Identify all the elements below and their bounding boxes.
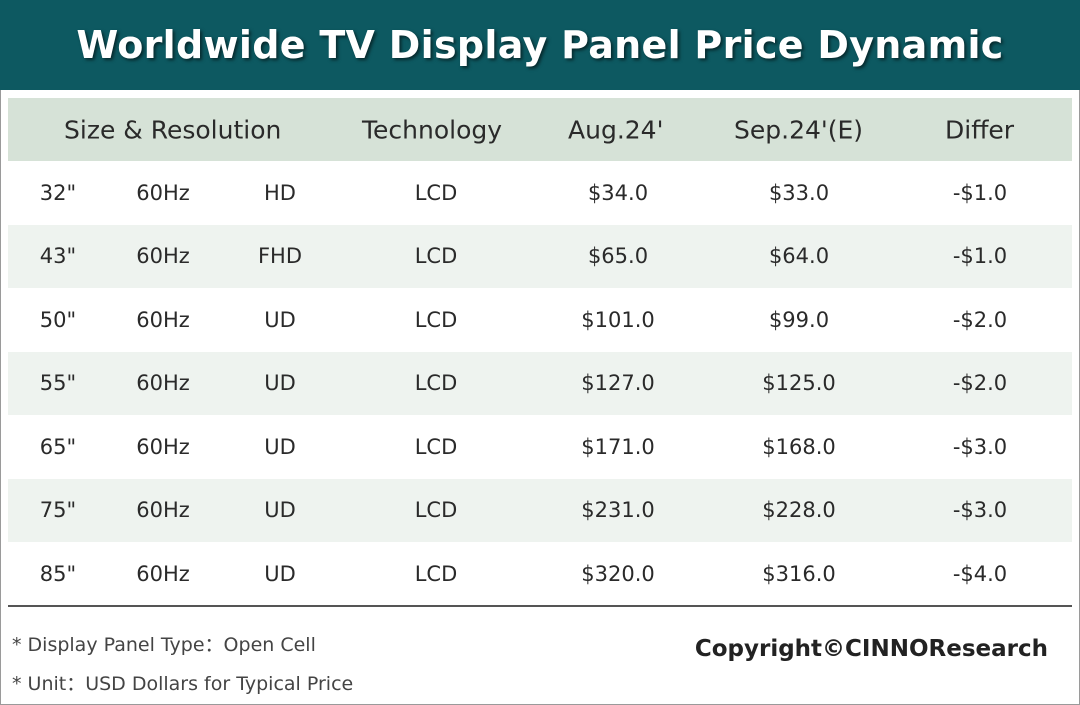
cell-size: 55" [39, 371, 77, 396]
table-bottom-rule [8, 605, 1072, 607]
table-row: 75" 60Hz UD LCD $231.0 $228.0 -$3.0 [8, 478, 1072, 542]
note-panel-type: * Display Panel Type：Open Cell [12, 634, 316, 656]
cell-aug: $101.0 [581, 307, 655, 332]
cell-technology: LCD [414, 561, 458, 586]
cell-sep: $64.0 [768, 244, 830, 269]
table-header: Size & Resolution Technology Aug.24' Sep… [8, 98, 1072, 161]
cell-size: 32" [39, 180, 77, 205]
cell-technology: LCD [414, 434, 458, 459]
cell-technology: LCD [414, 307, 458, 332]
cell-sep: $316.0 [762, 561, 836, 586]
chart-title: Worldwide TV Display Panel Price Dynamic [76, 23, 1004, 67]
cell-size: 85" [39, 561, 77, 586]
cell-aug: $127.0 [581, 371, 655, 396]
cell-aug: $65.0 [587, 244, 649, 269]
cell-technology: LCD [414, 180, 458, 205]
cell-differ: -$3.0 [952, 434, 1008, 459]
cell-differ: -$1.0 [952, 180, 1008, 205]
table-row: 50" 60Hz UD LCD $101.0 $99.0 -$2.0 [8, 288, 1072, 352]
cell-differ: -$2.0 [952, 307, 1008, 332]
cell-differ: -$1.0 [952, 244, 1008, 269]
cell-technology: LCD [414, 371, 458, 396]
cell-size: 50" [39, 307, 77, 332]
cell-resolution: UD [264, 561, 296, 586]
cell-refresh: 60Hz [136, 371, 190, 396]
cell-resolution: HD [264, 180, 296, 205]
col-header-size-resolution: Size & Resolution [64, 115, 282, 144]
copyright-text: Copyright©CINNOResearch [694, 636, 1048, 662]
table-row: 55" 60Hz UD LCD $127.0 $125.0 -$2.0 [8, 351, 1072, 415]
cell-refresh: 60Hz [136, 244, 190, 269]
price-table: Size & Resolution Technology Aug.24' Sep… [8, 98, 1072, 606]
cell-technology: LCD [414, 244, 458, 269]
cell-differ: -$4.0 [952, 561, 1008, 586]
cell-resolution: FHD [257, 244, 303, 269]
cell-size: 65" [39, 434, 77, 459]
cell-sep: $125.0 [762, 371, 836, 396]
table-row: 32" 60Hz HD LCD $34.0 $33.0 -$1.0 [8, 161, 1072, 225]
table-body: 32" 60Hz HD LCD $34.0 $33.0 -$1.0 43" 60Hz FHD LCD… [8, 161, 1072, 606]
cell-refresh: 60Hz [136, 434, 190, 459]
cell-refresh: 60Hz [136, 307, 190, 332]
cell-sep: $99.0 [768, 307, 830, 332]
col-header-aug: Aug.24' [568, 115, 664, 144]
cell-technology: LCD [414, 498, 458, 523]
table-row: 85" 60Hz UD LCD $320.0 $316.0 -$4.0 [8, 542, 1072, 606]
table-row: 65" 60Hz UD LCD $171.0 $168.0 -$3.0 [8, 415, 1072, 479]
cell-resolution: UD [264, 371, 296, 396]
table-row: 43" 60Hz FHD LCD $65.0 $64.0 -$1.0 [8, 224, 1072, 288]
cell-resolution: UD [264, 498, 296, 523]
col-header-sep: Sep.24'(E) [734, 115, 864, 144]
cell-resolution: UD [264, 434, 296, 459]
cell-sep: $168.0 [762, 434, 836, 459]
cell-aug: $171.0 [581, 434, 655, 459]
cell-differ: -$3.0 [952, 498, 1008, 523]
cell-aug: $34.0 [587, 180, 649, 205]
cell-refresh: 60Hz [136, 180, 190, 205]
col-header-technology: Technology [362, 115, 503, 144]
note-unit: * Unit：USD Dollars for Typical Price [12, 673, 354, 695]
cell-size: 43" [39, 244, 77, 269]
cell-differ: -$2.0 [952, 371, 1008, 396]
cell-sep: $228.0 [762, 498, 836, 523]
cell-resolution: UD [264, 307, 296, 332]
cell-size: 75" [39, 498, 77, 523]
cell-refresh: 60Hz [136, 498, 190, 523]
title-banner: Worldwide TV Display Panel Price Dynamic [0, 0, 1080, 90]
cell-sep: $33.0 [768, 180, 830, 205]
col-header-differ: Differ [945, 115, 1015, 144]
cell-aug: $320.0 [581, 561, 655, 586]
cell-refresh: 60Hz [136, 561, 190, 586]
cell-aug: $231.0 [581, 498, 655, 523]
